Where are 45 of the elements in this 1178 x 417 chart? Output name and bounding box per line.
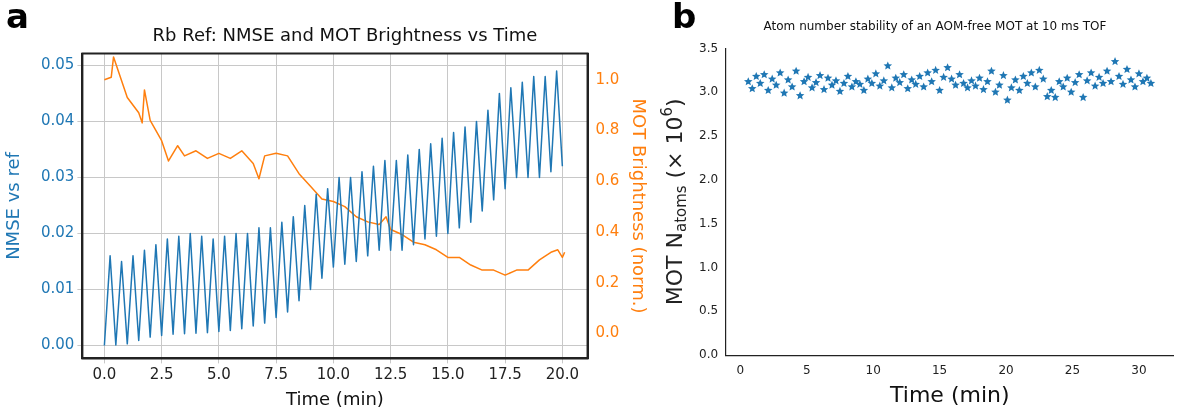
y2-tick-label: 0.6 (595, 171, 620, 190)
x-tick-label: 30 (1131, 362, 1147, 377)
y-tick-label: 2.5 (698, 128, 719, 143)
y-tick-label: 2.0 (698, 172, 719, 187)
y-tick-label: 0.00 (40, 335, 75, 354)
y2-tick-label: 0.2 (595, 272, 620, 291)
x-axis-title: Time (min) (889, 381, 1010, 407)
x-axis-title: Time (min) (285, 387, 384, 409)
x-tick-label: 2.5 (149, 365, 174, 384)
y2-tick-label: 0.8 (595, 120, 620, 139)
x-tick-label: 10 (865, 362, 881, 377)
y-tick-label: 1.5 (698, 215, 719, 230)
y-axis-title: NMSE vs ref (1, 151, 23, 260)
x-tick-label: 5 (802, 362, 811, 377)
y2-tick-label: 0.0 (595, 323, 620, 342)
y2-axis-title: MOT Brightness (norm.) (628, 98, 650, 314)
y-tick-label: 3.0 (698, 84, 719, 99)
x-tick-label: 12.5 (373, 365, 408, 384)
y2-tick-label: 0.4 (595, 221, 620, 240)
y-tick-label: 0.02 (40, 223, 75, 242)
x-tick-label: 25 (1064, 362, 1081, 377)
x-tick-label: 20.0 (545, 365, 580, 384)
x-tick-label: 5.0 (206, 365, 231, 384)
chart-title: Rb Ref: NMSE and MOT Brightness vs Time (152, 24, 538, 46)
y2-tick-label: 1.0 (595, 69, 620, 88)
x-tick-label: 17.5 (488, 365, 522, 384)
y-tick-label: 0.03 (40, 167, 75, 186)
x-tick-label: 15.0 (431, 365, 465, 384)
chart-title: Atom number stability of an AOM-free MOT at 10 ms TOF (763, 19, 1107, 34)
y-tick-label: 0.01 (40, 279, 75, 298)
y-tick-label: 3.5 (698, 40, 719, 55)
y-tick-label: 0.05 (40, 55, 75, 74)
y-axis-title: MOT Natoms (× 106) (658, 98, 691, 306)
y-tick-label: 0.0 (698, 347, 719, 362)
x-tick-label: 0.0 (92, 365, 117, 384)
x-tick-label: 20 (998, 362, 1014, 377)
text: b (672, 0, 697, 36)
text: a (6, 0, 29, 36)
x-tick-label: 10.0 (316, 365, 351, 384)
x-tick-label: 7.5 (264, 365, 289, 384)
y-tick-label: 0.5 (698, 303, 719, 318)
x-tick-label: 15 (931, 362, 948, 377)
y-tick-label: 1.0 (698, 259, 719, 274)
y-tick-label: 0.04 (40, 111, 75, 130)
x-tick-label: 0 (736, 362, 745, 377)
